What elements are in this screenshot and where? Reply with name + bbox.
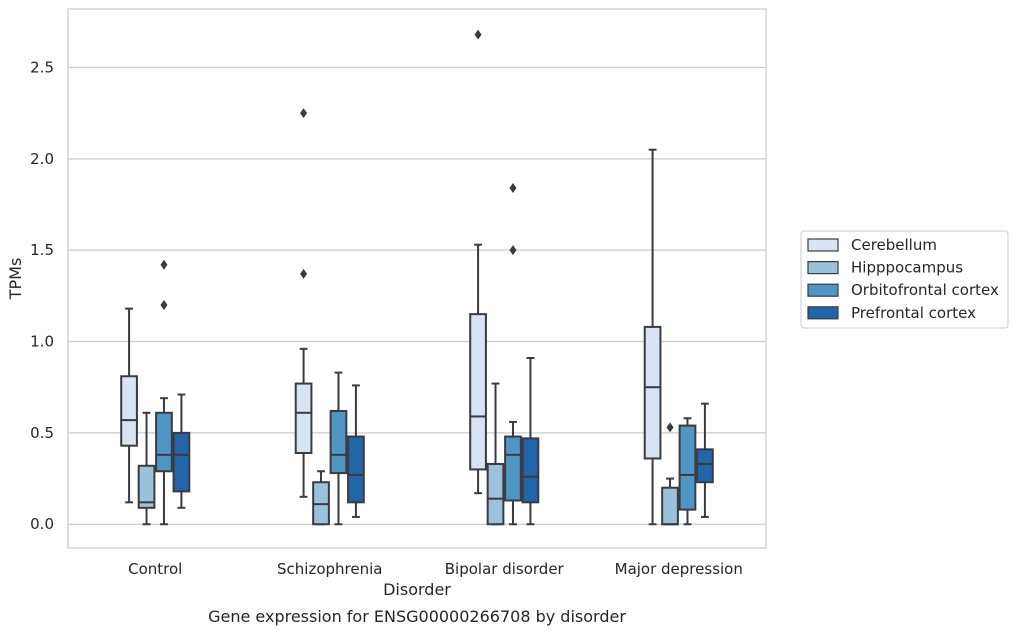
legend-swatch bbox=[807, 306, 839, 320]
box-cerebellum bbox=[294, 108, 313, 498]
y-axis-label: TPMs bbox=[6, 258, 25, 301]
box-prefrontal-cortex bbox=[696, 402, 714, 518]
iqr-box bbox=[469, 313, 487, 471]
outlier-point bbox=[509, 183, 517, 194]
box-orbitofrontal-cortex bbox=[678, 417, 697, 526]
iqr-box bbox=[643, 325, 662, 460]
plot-area bbox=[67, 8, 767, 549]
box-hipppocampus bbox=[312, 470, 330, 526]
iqr-box bbox=[155, 411, 173, 473]
x-tick-label: Bipolar disorder bbox=[445, 560, 565, 578]
outlier-point bbox=[300, 268, 308, 279]
y-tick-label: 0.0 bbox=[30, 515, 54, 533]
iqr-box bbox=[347, 435, 365, 504]
legend-label: Prefrontal cortex bbox=[851, 304, 976, 322]
chart-title: Gene expression for ENSG00000266708 by d… bbox=[208, 607, 626, 626]
legend-swatch bbox=[807, 283, 839, 297]
iqr-box bbox=[486, 462, 505, 526]
iqr-box bbox=[329, 409, 348, 475]
outlier-point bbox=[509, 245, 517, 256]
outlier-point bbox=[160, 299, 168, 310]
x-axis-ticks: Control Schizophrenia Bipolar disorder Majo… bbox=[128, 560, 743, 578]
y-tick-label: 0.5 bbox=[30, 424, 54, 442]
iqr-box bbox=[137, 464, 156, 509]
box-cerebellum bbox=[120, 307, 138, 504]
legend-swatch bbox=[807, 238, 839, 252]
box-hipppocampus bbox=[486, 382, 505, 526]
legend-frame bbox=[800, 230, 1009, 329]
box-orbitofrontal-cortex bbox=[504, 183, 522, 526]
iqr-box bbox=[521, 437, 540, 504]
x-tick-label: Control bbox=[128, 560, 182, 578]
box-cerebellum bbox=[469, 29, 487, 495]
legend: Cerebellum Hipppocampus Orbitofrontal cort… bbox=[800, 230, 1009, 329]
iqr-box bbox=[504, 435, 522, 502]
box-orbitofrontal-cortex bbox=[329, 371, 348, 526]
outlier-point bbox=[300, 108, 308, 119]
iqr-box bbox=[696, 448, 714, 484]
x-tick-label: Schizophrenia bbox=[277, 560, 382, 578]
y-axis-ticks: 0.0 0.5 1.0 1.5 2.0 2.5 bbox=[30, 58, 54, 533]
box-hipppocampus bbox=[661, 422, 679, 526]
legend-label: Hipppocampus bbox=[851, 259, 963, 277]
box-prefrontal-cortex bbox=[347, 384, 365, 518]
iqr-box bbox=[120, 375, 138, 447]
iqr-box bbox=[661, 486, 679, 526]
legend-label: Cerebellum bbox=[851, 236, 937, 254]
box-cerebellum bbox=[643, 148, 662, 526]
box-series-group bbox=[120, 29, 714, 526]
legend-label: Orbitofrontal cortex bbox=[851, 281, 999, 299]
x-tick-label: Major depression bbox=[615, 560, 743, 578]
y-tick-label: 1.5 bbox=[30, 241, 54, 259]
outlier-point bbox=[160, 259, 168, 270]
iqr-box bbox=[172, 431, 191, 493]
legend-swatch bbox=[807, 261, 839, 275]
iqr-box bbox=[294, 382, 313, 454]
box-prefrontal-cortex bbox=[172, 393, 191, 509]
y-tick-label: 2.0 bbox=[30, 150, 54, 168]
y-tick-label: 2.5 bbox=[30, 58, 54, 76]
iqr-box bbox=[678, 424, 697, 511]
x-axis-label: Disorder bbox=[383, 580, 451, 599]
outlier-point bbox=[666, 422, 674, 433]
y-tick-label: 1.0 bbox=[30, 333, 54, 351]
box-orbitofrontal-cortex bbox=[155, 259, 173, 526]
box-prefrontal-cortex bbox=[521, 356, 540, 526]
outlier-point bbox=[474, 29, 482, 40]
box-hipppocampus bbox=[137, 411, 156, 526]
